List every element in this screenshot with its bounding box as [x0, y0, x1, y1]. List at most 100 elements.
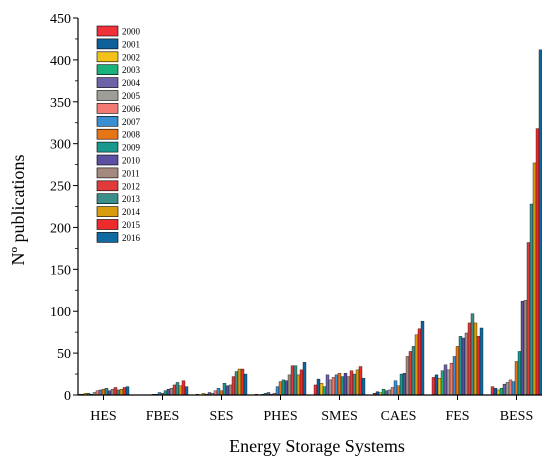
bar-smes-2013 — [352, 373, 357, 396]
bar-ses-2016 — [243, 373, 248, 396]
legend-label-2000: 2000 — [122, 27, 141, 37]
bar-bess-2007 — [511, 381, 516, 396]
bar-fbes-2011 — [169, 388, 174, 396]
bar-smes-2001 — [316, 378, 321, 396]
bar-phes-2013 — [293, 365, 298, 396]
bar-bess-2005 — [505, 382, 510, 396]
bar-fes-2005 — [446, 369, 451, 396]
bar-ses-2015 — [240, 368, 245, 396]
bar-fbes-2016 — [184, 386, 189, 396]
plot-background — [78, 18, 542, 395]
legend-swatch-2016 — [96, 232, 119, 243]
y-tick-label-450: 450 — [50, 12, 71, 27]
bar-smes-2011 — [346, 376, 351, 396]
bar-smes-2002 — [319, 383, 324, 396]
legend-swatch-2005 — [96, 90, 119, 101]
bar-fbes-2009 — [163, 390, 168, 396]
legend-swatch-2013 — [96, 193, 119, 204]
bar-bess-2003 — [499, 388, 504, 396]
bar-bess-2000 — [490, 386, 495, 396]
legend-label-2005: 2005 — [122, 91, 141, 101]
legend-swatch-2000 — [96, 25, 119, 37]
bar-hes-2012 — [113, 387, 118, 396]
legend-swatch-2006 — [96, 103, 119, 114]
bar-caes-2006 — [390, 387, 395, 396]
x-tick-label-caes: CAES — [381, 409, 417, 424]
bar-ses-2008 — [219, 390, 224, 396]
bar-smes-2005 — [328, 379, 333, 396]
bar-smes-2000 — [313, 384, 318, 396]
bar-fes-2009 — [458, 336, 463, 396]
bar-phes-2009 — [281, 379, 286, 396]
bar-phes-2016 — [302, 362, 307, 396]
y-tick-label-350: 350 — [50, 96, 71, 111]
bar-bess-2015 — [535, 128, 540, 396]
bar-caes-2008 — [396, 385, 401, 396]
x-axis-title: Energy Storage Systems — [229, 436, 405, 456]
bar-fbes-2015 — [181, 380, 186, 396]
x-tick-label-fbes: FBES — [146, 409, 179, 424]
bar-hes-2008 — [101, 388, 106, 396]
legend-label-2013: 2013 — [122, 194, 141, 204]
bar-caes-2005 — [387, 389, 392, 396]
bar-fes-2012 — [467, 322, 472, 396]
bar-bess-2004 — [502, 383, 507, 396]
bar-caes-2009 — [399, 373, 404, 396]
bar-fes-2015 — [476, 336, 481, 396]
y-tick-label-200: 200 — [50, 221, 71, 236]
bar-caes-2016 — [420, 321, 425, 396]
bar-bess-2011 — [523, 300, 528, 396]
legend-label-2015: 2015 — [122, 220, 141, 230]
bar-caes-2004 — [384, 390, 389, 396]
legend-swatch-2008 — [96, 128, 119, 140]
bar-bess-2002 — [496, 389, 501, 396]
bar-bess-2001 — [493, 388, 498, 396]
legend-swatch-2009 — [96, 141, 119, 153]
bar-phes-2008 — [278, 381, 283, 396]
x-tick-label-phes: PHES — [263, 409, 297, 424]
bar-caes-2015 — [417, 328, 422, 396]
bar-smes-2009 — [340, 376, 345, 396]
y-tick-label-400: 400 — [50, 54, 71, 69]
y-axis: 0 50 100 150 200 250 300 350 400 450 — [50, 12, 79, 404]
legend-swatch-2011 — [96, 167, 119, 179]
bar-fes-2007 — [452, 356, 457, 396]
bar-caes-2013 — [411, 346, 416, 396]
bar-smes-2003 — [322, 386, 327, 396]
bar-phes-2010 — [284, 380, 289, 396]
legend-label-2016: 2016 — [122, 233, 141, 243]
legend-swatch-2002 — [96, 51, 119, 63]
bar-hes-2011 — [110, 388, 115, 396]
bar-ses-2006 — [213, 390, 218, 396]
y-tick-label-0: 0 — [64, 389, 71, 404]
bar-bess-2008 — [514, 361, 519, 396]
x-tick-label-ses: SES — [209, 409, 233, 424]
bar-fes-2014 — [473, 322, 478, 396]
bar-bess-2012 — [526, 242, 531, 396]
x-tick-label-hes: HES — [90, 409, 116, 424]
bar-fes-2004 — [443, 364, 448, 396]
bar-hes-2015 — [122, 387, 127, 396]
bar-caes-2011 — [405, 356, 410, 396]
bar-ses-2012 — [231, 376, 236, 396]
legend-label-2006: 2006 — [122, 104, 141, 114]
legend-swatch-2010 — [96, 154, 119, 166]
legend-swatch-2015 — [96, 219, 119, 230]
bar-bess-2013 — [529, 203, 534, 396]
legend-swatch-2007 — [96, 116, 119, 127]
bar-bess-2006 — [508, 379, 513, 396]
bar-caes-2007 — [393, 380, 398, 396]
bar-smes-2015 — [358, 366, 363, 396]
y-tick-label-50: 50 — [57, 347, 71, 362]
bar-fbes-2010 — [166, 388, 171, 396]
bar-phes-2015 — [299, 369, 304, 396]
bar-bess-2010 — [520, 300, 525, 396]
bar-fbes-2014 — [178, 385, 183, 396]
bar-bess-2009 — [517, 351, 522, 396]
bar-fes-2000 — [431, 377, 436, 396]
plot-area — [78, 18, 542, 395]
bar-hes-2013 — [116, 389, 121, 396]
bar-smes-2014 — [355, 369, 360, 396]
bar-caes-2012 — [408, 351, 413, 396]
